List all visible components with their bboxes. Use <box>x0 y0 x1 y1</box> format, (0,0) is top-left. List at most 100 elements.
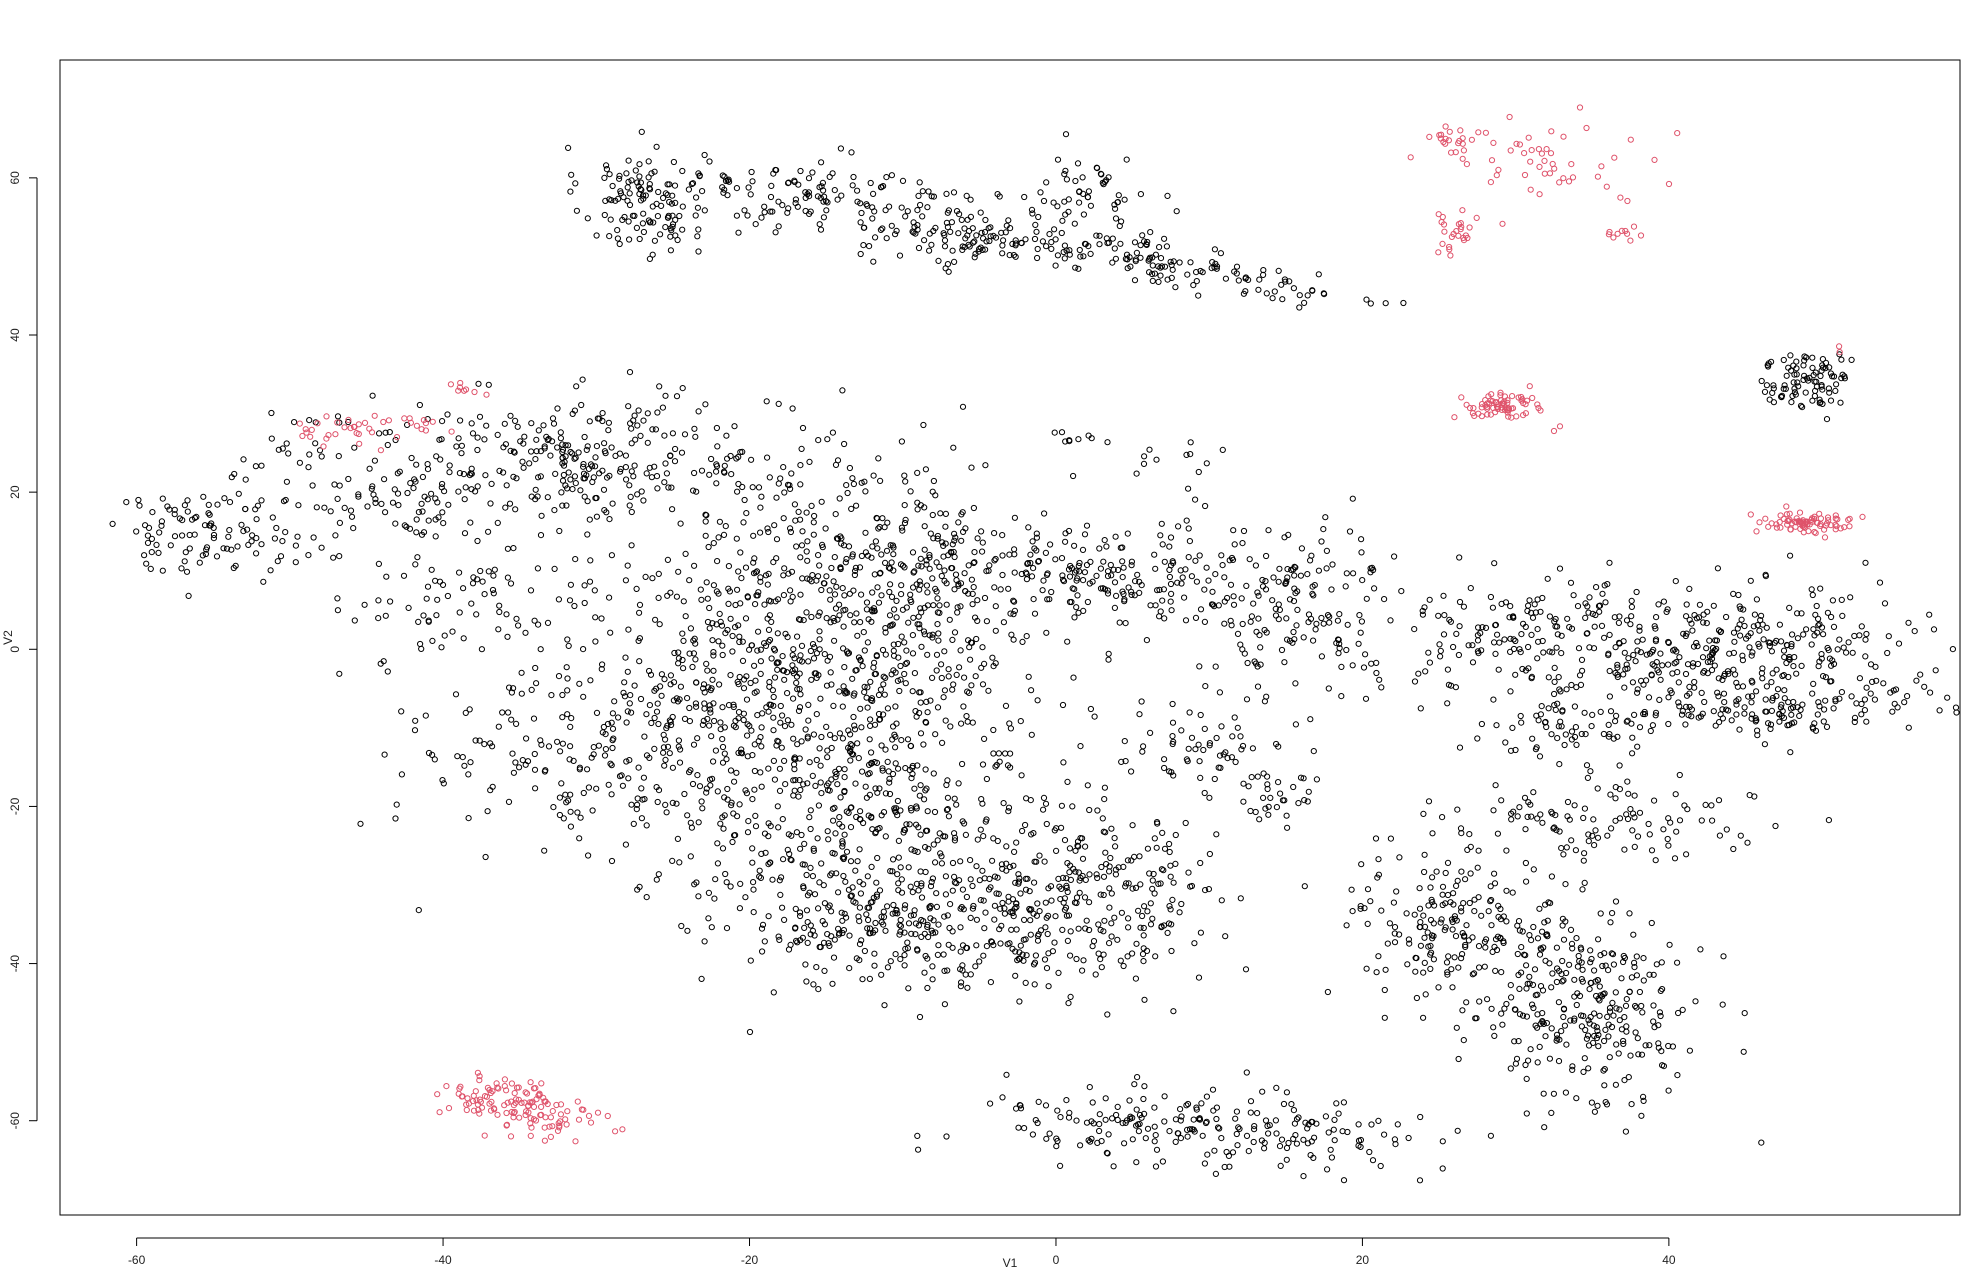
data-point <box>721 462 728 469</box>
data-point <box>1259 1088 1266 1095</box>
data-point <box>1569 1063 1576 1070</box>
data-point <box>661 479 668 486</box>
data-point <box>784 846 791 854</box>
data-point <box>866 975 874 983</box>
data-point <box>1276 565 1283 572</box>
data-point <box>698 467 706 474</box>
data-point <box>972 963 979 970</box>
data-point <box>1861 696 1869 703</box>
data-point <box>178 565 185 572</box>
data-point <box>444 592 451 600</box>
data-point <box>920 741 927 748</box>
data-point <box>913 805 920 812</box>
data-point <box>433 612 440 619</box>
data-point <box>1469 934 1476 941</box>
data-point <box>932 929 939 936</box>
data-point <box>870 258 877 265</box>
data-point <box>730 722 738 729</box>
data-point <box>951 537 958 544</box>
data-point <box>636 161 643 168</box>
data-point <box>708 733 715 740</box>
data-point <box>1230 527 1237 534</box>
data-point <box>896 931 903 938</box>
data-point <box>1482 944 1489 951</box>
data-point <box>724 626 731 634</box>
data-point <box>1136 589 1143 597</box>
data-point <box>1488 896 1495 904</box>
data-point <box>283 478 290 485</box>
data-point <box>635 764 642 771</box>
data-point <box>694 233 701 240</box>
data-point <box>1555 1058 1563 1065</box>
data-point <box>444 411 451 418</box>
data-point <box>1120 863 1127 871</box>
data-point <box>1525 1057 1532 1064</box>
data-point <box>1201 586 1208 593</box>
data-point <box>727 672 734 679</box>
data-point <box>455 488 462 495</box>
data-point <box>1776 711 1783 718</box>
data-point <box>749 859 756 866</box>
data-point <box>1580 857 1587 864</box>
data-point <box>1260 770 1267 777</box>
data-point <box>1509 889 1516 896</box>
data-point <box>221 495 228 502</box>
data-point <box>1655 1040 1662 1047</box>
data-point <box>667 452 674 459</box>
data-point <box>1588 1099 1596 1106</box>
data-point <box>1754 622 1761 629</box>
data-point <box>622 841 630 848</box>
data-point <box>1192 614 1200 622</box>
data-point <box>1768 648 1776 655</box>
data-point <box>420 529 428 536</box>
data-point <box>688 180 696 188</box>
data-point <box>1651 662 1658 669</box>
data-point <box>619 782 627 789</box>
data-point <box>894 812 901 819</box>
data-point <box>1184 1126 1191 1134</box>
data-point <box>1537 1020 1544 1027</box>
data-point <box>815 573 822 580</box>
data-point <box>601 752 609 759</box>
data-point <box>1545 674 1552 681</box>
data-point <box>1157 255 1165 262</box>
data-point <box>1512 671 1519 678</box>
data-point <box>1357 1136 1365 1144</box>
data-point <box>1730 666 1737 673</box>
data-point <box>951 629 959 636</box>
data-point <box>1474 648 1482 655</box>
data-point <box>439 581 447 589</box>
data-point <box>1290 1107 1298 1114</box>
data-point <box>1169 896 1176 904</box>
data-point <box>1302 1119 1309 1126</box>
data-point <box>961 225 968 232</box>
data-point <box>690 487 697 494</box>
data-point <box>1626 988 1633 996</box>
data-point <box>884 758 891 766</box>
data-point <box>1172 1138 1179 1146</box>
data-point <box>856 941 864 948</box>
data-point <box>559 714 566 721</box>
data-point <box>626 236 633 243</box>
data-point <box>351 617 358 624</box>
data-point <box>253 550 260 557</box>
data-point <box>1858 700 1865 708</box>
data-point <box>1703 645 1710 652</box>
data-point <box>1159 829 1166 837</box>
data-point <box>806 889 813 896</box>
data-point <box>867 722 874 730</box>
data-point <box>1737 832 1744 839</box>
data-point <box>1539 819 1546 826</box>
data-point <box>1152 565 1159 572</box>
data-point <box>1810 626 1817 633</box>
data-point <box>1901 699 1908 706</box>
data-point <box>773 536 781 543</box>
data-point <box>623 758 630 765</box>
data-point <box>513 615 520 622</box>
data-point <box>489 743 496 750</box>
data-point <box>1166 573 1174 581</box>
data-point <box>606 594 613 601</box>
data-point <box>736 801 743 808</box>
data-point <box>1551 664 1558 672</box>
data-point <box>928 878 935 886</box>
